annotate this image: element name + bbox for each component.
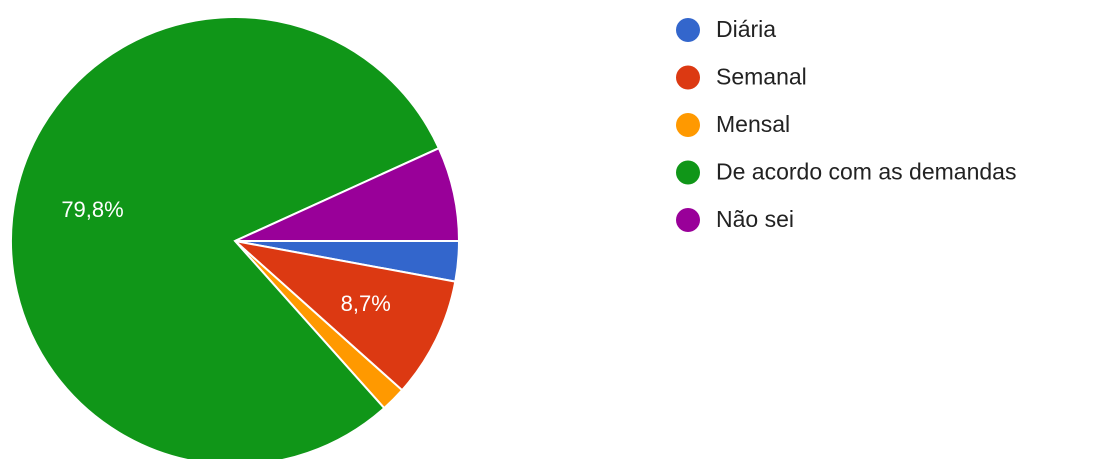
pie-slice <box>231 239 457 392</box>
legend-label: De acordo com as demandas <box>716 159 1016 185</box>
legend-label: Semanal <box>716 64 807 90</box>
legend-swatch <box>676 113 700 137</box>
legend-swatch <box>676 160 700 185</box>
slice-label: 8,7% <box>341 291 391 316</box>
legend-swatch <box>676 208 700 232</box>
pie-slice <box>234 146 461 242</box>
slice-label: 79,8% <box>61 197 123 222</box>
legend-swatch <box>676 65 700 90</box>
legend-swatch <box>676 18 700 42</box>
legend-label: Mensal <box>716 111 790 137</box>
legend-label: Não sei <box>716 206 794 232</box>
legend-label: Diária <box>716 16 776 42</box>
pie-slice <box>10 16 441 459</box>
